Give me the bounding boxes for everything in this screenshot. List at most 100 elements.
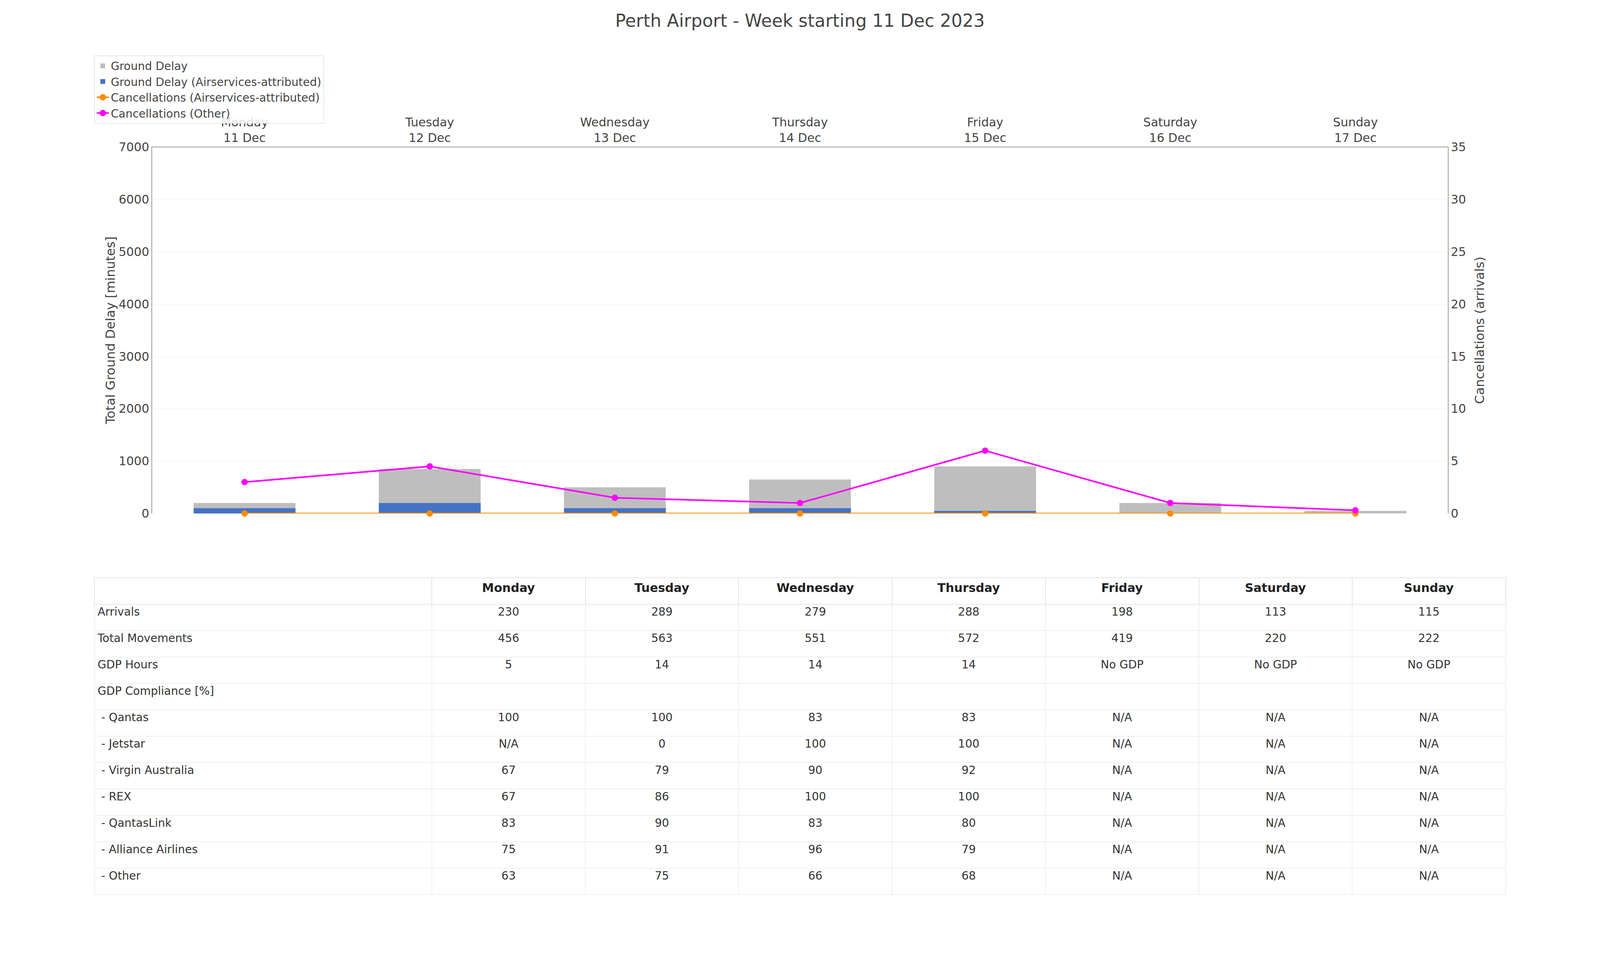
svg-text:N/A: N/A xyxy=(1265,869,1286,883)
svg-text:Ground Delay (Airservices-attr: Ground Delay (Airservices-attributed) xyxy=(110,75,322,89)
svg-text:N/A: N/A xyxy=(1265,816,1286,830)
svg-text:75: 75 xyxy=(501,842,516,856)
svg-text:90: 90 xyxy=(808,763,823,777)
svg-text:Sunday17 Dec: Sunday17 Dec xyxy=(1332,115,1378,145)
svg-text:35: 35 xyxy=(1450,140,1466,154)
svg-text:14: 14 xyxy=(808,658,823,672)
svg-text:115: 115 xyxy=(1418,605,1440,619)
svg-text:Sunday: Sunday xyxy=(1404,580,1454,595)
svg-text:30: 30 xyxy=(1450,192,1466,207)
svg-text:N/A: N/A xyxy=(1112,816,1133,830)
svg-text:563: 563 xyxy=(651,631,673,645)
svg-text:67: 67 xyxy=(501,763,516,777)
svg-text:0: 0 xyxy=(658,737,666,751)
svg-text:551: 551 xyxy=(804,631,826,645)
svg-text:N/A: N/A xyxy=(1418,737,1439,751)
svg-text:- Other: - Other xyxy=(97,869,141,883)
svg-text:Total Movements: Total Movements xyxy=(97,631,193,645)
svg-text:N/A: N/A xyxy=(1265,790,1286,804)
svg-text:456: 456 xyxy=(498,631,520,645)
svg-text:288: 288 xyxy=(958,605,980,619)
svg-text:GDP Hours: GDP Hours xyxy=(97,658,158,672)
svg-text:198: 198 xyxy=(1111,605,1133,619)
svg-text:Wednesday13 Dec: Wednesday13 Dec xyxy=(580,115,650,145)
svg-text:Friday: Friday xyxy=(1101,580,1143,595)
svg-text:4000: 4000 xyxy=(118,297,150,312)
svg-text:5: 5 xyxy=(504,658,512,672)
svg-text:No GDP: No GDP xyxy=(1254,658,1297,672)
svg-text:N/A: N/A xyxy=(1418,790,1439,804)
svg-text:68: 68 xyxy=(961,869,976,883)
svg-text:Perth Airport - Week starting: Perth Airport - Week starting 11 Dec 202… xyxy=(615,10,985,31)
svg-text:100: 100 xyxy=(804,790,826,804)
svg-text:N/A: N/A xyxy=(498,737,519,751)
svg-text:N/A: N/A xyxy=(1112,710,1133,724)
svg-text:80: 80 xyxy=(961,816,976,830)
svg-text:419: 419 xyxy=(1111,631,1133,645)
svg-text:N/A: N/A xyxy=(1112,869,1133,883)
svg-text:279: 279 xyxy=(804,605,826,619)
svg-text:- REX: - REX xyxy=(97,790,132,804)
svg-text:220: 220 xyxy=(1264,631,1286,645)
svg-text:Saturday16 Dec: Saturday16 Dec xyxy=(1143,115,1198,145)
svg-text:N/A: N/A xyxy=(1418,869,1439,883)
svg-text:N/A: N/A xyxy=(1418,763,1439,777)
svg-text:Arrivals: Arrivals xyxy=(97,605,140,619)
svg-text:GDP Compliance [%]: GDP Compliance [%] xyxy=(97,684,214,698)
svg-text:96: 96 xyxy=(808,842,823,856)
svg-text:100: 100 xyxy=(651,710,673,724)
svg-text:86: 86 xyxy=(654,790,670,804)
svg-text:- Qantas: - Qantas xyxy=(97,710,149,724)
svg-text:90: 90 xyxy=(654,816,670,830)
svg-text:100: 100 xyxy=(958,790,980,804)
svg-text:75: 75 xyxy=(654,869,670,883)
svg-text:14: 14 xyxy=(961,658,976,672)
svg-text:Friday15 Dec: Friday15 Dec xyxy=(964,115,1007,145)
svg-text:3000: 3000 xyxy=(118,349,150,364)
svg-text:100: 100 xyxy=(804,737,826,751)
svg-text:N/A: N/A xyxy=(1112,842,1133,856)
svg-text:Tuesday: Tuesday xyxy=(634,580,690,595)
svg-text:N/A: N/A xyxy=(1418,816,1439,830)
svg-text:66: 66 xyxy=(808,869,823,883)
svg-text:- Virgin Australia: - Virgin Australia xyxy=(97,763,194,777)
svg-text:- Alliance Airlines: - Alliance Airlines xyxy=(97,842,198,856)
svg-text:Saturday: Saturday xyxy=(1244,580,1306,595)
svg-text:Ground Delay: Ground Delay xyxy=(110,59,188,73)
svg-text:N/A: N/A xyxy=(1418,842,1439,856)
svg-text:20: 20 xyxy=(1450,297,1466,312)
svg-text:N/A: N/A xyxy=(1265,710,1286,724)
svg-text:0: 0 xyxy=(141,506,150,521)
svg-text:Thursday: Thursday xyxy=(937,580,1001,595)
svg-text:Cancellations (Other): Cancellations (Other) xyxy=(110,107,230,121)
svg-text:91: 91 xyxy=(654,842,670,856)
svg-text:100: 100 xyxy=(498,710,520,724)
svg-text:Thursday14 Dec: Thursday14 Dec xyxy=(771,115,828,145)
svg-text:15: 15 xyxy=(1450,349,1466,364)
svg-text:79: 79 xyxy=(961,842,976,856)
svg-text:N/A: N/A xyxy=(1112,790,1133,804)
svg-text:79: 79 xyxy=(654,763,670,777)
svg-text:5: 5 xyxy=(1450,454,1459,468)
svg-text:83: 83 xyxy=(808,710,823,724)
svg-text:2000: 2000 xyxy=(118,401,150,416)
svg-text:No GDP: No GDP xyxy=(1100,658,1144,672)
svg-text:0: 0 xyxy=(1450,506,1459,521)
svg-text:83: 83 xyxy=(808,816,823,830)
svg-text:572: 572 xyxy=(958,631,980,645)
svg-text:No GDP: No GDP xyxy=(1407,658,1451,672)
svg-text:N/A: N/A xyxy=(1265,763,1286,777)
svg-text:Cancellations (arrivals): Cancellations (arrivals) xyxy=(1472,256,1488,404)
svg-text:Cancellations (Airservices-att: Cancellations (Airservices-attributed) xyxy=(110,91,320,105)
svg-text:- Jetstar: - Jetstar xyxy=(97,737,146,751)
svg-text:25: 25 xyxy=(1450,244,1466,259)
svg-text:1000: 1000 xyxy=(118,454,150,468)
svg-text:Wednesday: Wednesday xyxy=(776,580,854,595)
svg-text:6000: 6000 xyxy=(118,192,150,207)
svg-text:92: 92 xyxy=(961,763,976,777)
svg-text:230: 230 xyxy=(498,605,520,619)
svg-text:100: 100 xyxy=(958,737,980,751)
svg-text:N/A: N/A xyxy=(1265,842,1286,856)
svg-text:83: 83 xyxy=(961,710,976,724)
svg-text:Monday: Monday xyxy=(482,580,536,595)
